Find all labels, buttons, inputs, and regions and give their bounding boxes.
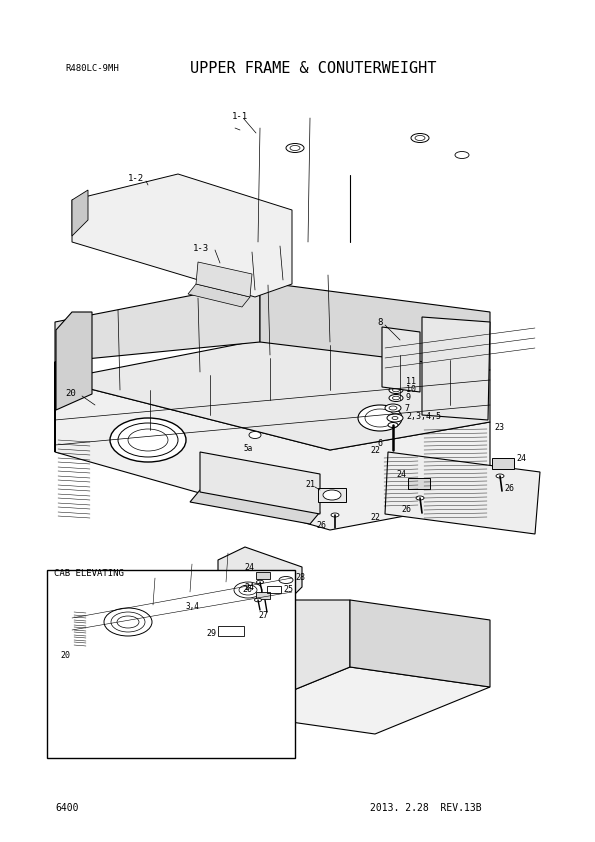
Bar	[408, 478, 430, 489]
Text: 26: 26	[242, 585, 252, 594]
Bar	[267, 586, 281, 593]
Text: 26: 26	[504, 483, 514, 493]
Text: 6400: 6400	[55, 803, 79, 813]
Ellipse shape	[111, 612, 145, 632]
Ellipse shape	[385, 404, 401, 412]
Text: 2,3,4,5: 2,3,4,5	[406, 412, 441, 420]
Text: 29: 29	[206, 630, 216, 638]
Text: 28: 28	[295, 573, 305, 583]
Polygon shape	[385, 452, 540, 534]
Bar	[218, 626, 244, 636]
Polygon shape	[55, 282, 260, 452]
Ellipse shape	[331, 513, 339, 517]
Polygon shape	[72, 174, 292, 297]
Text: R480LC-9MH: R480LC-9MH	[65, 63, 119, 72]
Text: 22: 22	[370, 514, 380, 523]
Bar	[256, 592, 270, 599]
Ellipse shape	[393, 381, 399, 384]
Ellipse shape	[279, 577, 293, 584]
Ellipse shape	[416, 496, 424, 500]
Ellipse shape	[256, 580, 264, 584]
Ellipse shape	[286, 143, 304, 152]
Bar	[240, 278, 254, 286]
Polygon shape	[72, 190, 88, 236]
Polygon shape	[382, 327, 420, 392]
Text: 6: 6	[378, 439, 383, 447]
Text: 27: 27	[258, 610, 268, 620]
Ellipse shape	[323, 490, 341, 500]
Polygon shape	[350, 600, 490, 687]
Bar	[47, 570, 295, 758]
Polygon shape	[422, 317, 490, 420]
Ellipse shape	[415, 136, 425, 141]
Ellipse shape	[388, 423, 398, 428]
Polygon shape	[188, 284, 250, 307]
Ellipse shape	[393, 397, 399, 400]
Ellipse shape	[387, 414, 403, 422]
Text: CAB ELEVATING: CAB ELEVATING	[54, 568, 124, 578]
Ellipse shape	[358, 405, 402, 431]
Polygon shape	[200, 452, 320, 514]
Text: 24: 24	[244, 584, 254, 593]
Ellipse shape	[239, 585, 257, 595]
Text: 1-3: 1-3	[193, 243, 209, 253]
Text: 11: 11	[406, 376, 416, 386]
Ellipse shape	[389, 379, 403, 386]
Text: 7: 7	[404, 403, 409, 413]
Bar	[318, 488, 346, 502]
Text: 8: 8	[378, 317, 383, 327]
Text: 2013. 2.28  REV.13B: 2013. 2.28 REV.13B	[370, 803, 481, 813]
Ellipse shape	[392, 417, 398, 419]
Ellipse shape	[249, 431, 261, 439]
Polygon shape	[190, 490, 320, 524]
Text: 1-1: 1-1	[232, 111, 248, 120]
Polygon shape	[235, 600, 350, 714]
Polygon shape	[196, 262, 252, 297]
Bar	[256, 572, 270, 579]
Ellipse shape	[269, 263, 287, 273]
Ellipse shape	[229, 270, 247, 280]
Ellipse shape	[365, 409, 395, 427]
Polygon shape	[148, 619, 162, 659]
Text: 23: 23	[494, 423, 504, 431]
Text: 5a: 5a	[243, 444, 253, 452]
Ellipse shape	[393, 388, 399, 392]
Text: 24: 24	[516, 454, 526, 462]
Ellipse shape	[455, 152, 469, 158]
Polygon shape	[235, 667, 490, 734]
Text: 21: 21	[305, 479, 315, 488]
Text: 22: 22	[370, 445, 380, 455]
Text: 20: 20	[65, 388, 76, 397]
Ellipse shape	[110, 418, 186, 462]
Text: 9: 9	[406, 392, 411, 402]
Ellipse shape	[290, 146, 300, 151]
Ellipse shape	[389, 386, 403, 393]
Ellipse shape	[118, 423, 178, 457]
Ellipse shape	[496, 474, 504, 478]
Polygon shape	[260, 282, 490, 370]
Text: 24: 24	[244, 563, 254, 573]
Ellipse shape	[117, 616, 139, 628]
Text: 26: 26	[401, 505, 411, 514]
Ellipse shape	[411, 134, 429, 142]
Ellipse shape	[234, 582, 262, 598]
Polygon shape	[55, 380, 490, 530]
Text: 24: 24	[396, 470, 406, 478]
Ellipse shape	[128, 429, 168, 451]
Text: UPPER FRAME & CONUTERWEIGHT: UPPER FRAME & CONUTERWEIGHT	[190, 61, 436, 76]
Polygon shape	[55, 340, 490, 450]
Text: 20: 20	[60, 652, 70, 660]
Ellipse shape	[389, 406, 397, 410]
Polygon shape	[218, 547, 302, 594]
Ellipse shape	[389, 395, 403, 402]
Text: 26: 26	[316, 521, 326, 530]
Polygon shape	[56, 312, 92, 410]
Ellipse shape	[104, 608, 152, 636]
Bar	[492, 458, 514, 469]
Text: 10: 10	[406, 385, 416, 393]
Text: 25: 25	[283, 585, 293, 594]
Ellipse shape	[255, 598, 261, 602]
Text: 1-2: 1-2	[128, 173, 144, 183]
Text: 3,4: 3,4	[186, 601, 200, 610]
